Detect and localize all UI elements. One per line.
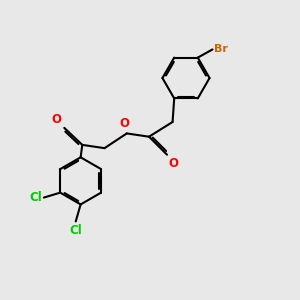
Text: Br: Br — [214, 44, 228, 54]
Text: O: O — [51, 113, 61, 126]
Text: Cl: Cl — [29, 191, 42, 204]
Text: Cl: Cl — [69, 224, 82, 237]
Text: O: O — [119, 117, 129, 130]
Text: O: O — [169, 157, 178, 170]
